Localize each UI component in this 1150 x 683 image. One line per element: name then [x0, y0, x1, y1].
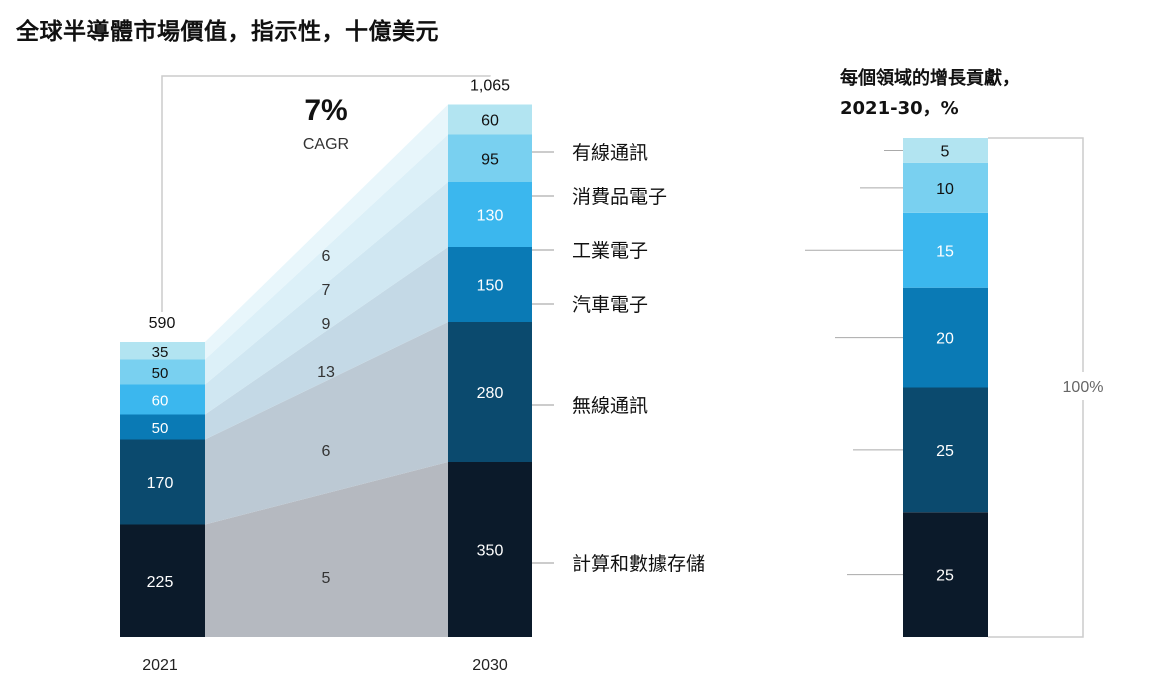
contribution-segment — [903, 212, 988, 288]
segment-cagr-label: 6 — [322, 248, 331, 265]
bar-2021-value: 225 — [147, 574, 174, 591]
bar-2030-segment — [448, 322, 532, 462]
contribution-title-line2: 2021-30，% — [840, 98, 959, 119]
bar-2021-value: 170 — [147, 475, 174, 492]
bar-2030-value: 95 — [481, 151, 499, 168]
cagr-bracket — [161, 75, 491, 312]
contribution-title: 每個領域的增長貢獻， 2021-30，% — [840, 64, 1020, 124]
bar-2030-value: 150 — [477, 278, 504, 295]
segment-cagr-label: 5 — [322, 570, 331, 587]
x-tick-label: 2021 — [142, 657, 178, 674]
growth-band-1 — [205, 462, 448, 637]
contribution-value: 10 — [936, 181, 954, 198]
contribution-segment — [903, 287, 988, 388]
legend-label: 計算和數據存儲 — [572, 553, 705, 575]
bar-2030-value: 60 — [481, 113, 499, 130]
bar-2021-value: 50 — [152, 365, 169, 382]
contribution-value: 25 — [936, 443, 954, 460]
bar-2021-value: 60 — [152, 393, 169, 410]
x-tick-label: 2030 — [472, 657, 508, 674]
legend-label: 無線通訊 — [572, 395, 648, 417]
bar-2021-segment — [120, 439, 205, 525]
contribution-segment — [903, 387, 988, 513]
contribution-total: 100% — [1063, 379, 1104, 396]
contribution-title-line1: 每個領域的增長貢獻， — [840, 68, 1020, 89]
bar-2030-segment — [448, 247, 532, 322]
contribution-value: 20 — [936, 331, 954, 348]
bar-2030-segment — [448, 462, 532, 637]
segment-cagr-label: 6 — [322, 443, 331, 460]
contribution-segment — [903, 138, 988, 163]
bar-2021-value: 50 — [152, 420, 169, 437]
bar-2021-value: 35 — [152, 344, 169, 361]
contribution-segment — [903, 162, 988, 213]
bar-2021-segment — [120, 359, 205, 385]
segment-cagr-label: 13 — [317, 364, 335, 381]
bar-2030-segment — [448, 104, 532, 135]
legend-label: 消費品電子 — [572, 186, 667, 208]
legend-label: 有線通訊 — [572, 142, 648, 164]
growth-band-5 — [205, 134, 448, 385]
legend-label: 工業電子 — [572, 240, 648, 262]
bar-2030-value: 350 — [477, 543, 504, 560]
bar-2021-segment — [120, 384, 205, 415]
segment-cagr-label: 7 — [322, 282, 331, 299]
contribution-value: 15 — [936, 243, 954, 260]
bar-2030-segment — [448, 134, 532, 182]
contribution-value: 25 — [936, 568, 954, 585]
total-2030: 1,065 — [470, 78, 510, 95]
segment-cagr-label: 9 — [322, 316, 331, 333]
total-label-background — [1052, 372, 1112, 400]
total-2021: 590 — [149, 315, 176, 332]
bar-2030-value: 130 — [477, 208, 504, 225]
growth-band-4 — [205, 182, 448, 415]
bar-2030-segment — [448, 182, 532, 247]
growth-band-3 — [205, 247, 448, 440]
contribution-segment — [903, 512, 988, 637]
legend-label: 汽車電子 — [572, 294, 648, 316]
chart-title: 全球半導體市場價值，指示性，十億美元 — [16, 19, 439, 45]
growth-band-2 — [205, 322, 448, 525]
bar-2030-value: 280 — [477, 385, 504, 402]
cagr-value: 7% — [304, 94, 347, 127]
contribution-value: 5 — [941, 143, 950, 160]
bar-2021-segment — [120, 414, 205, 440]
cagr-label: CAGR — [303, 136, 349, 153]
bar-2021-segment — [120, 342, 205, 360]
growth-band-6 — [205, 104, 448, 360]
bar-2021-segment — [120, 524, 205, 637]
